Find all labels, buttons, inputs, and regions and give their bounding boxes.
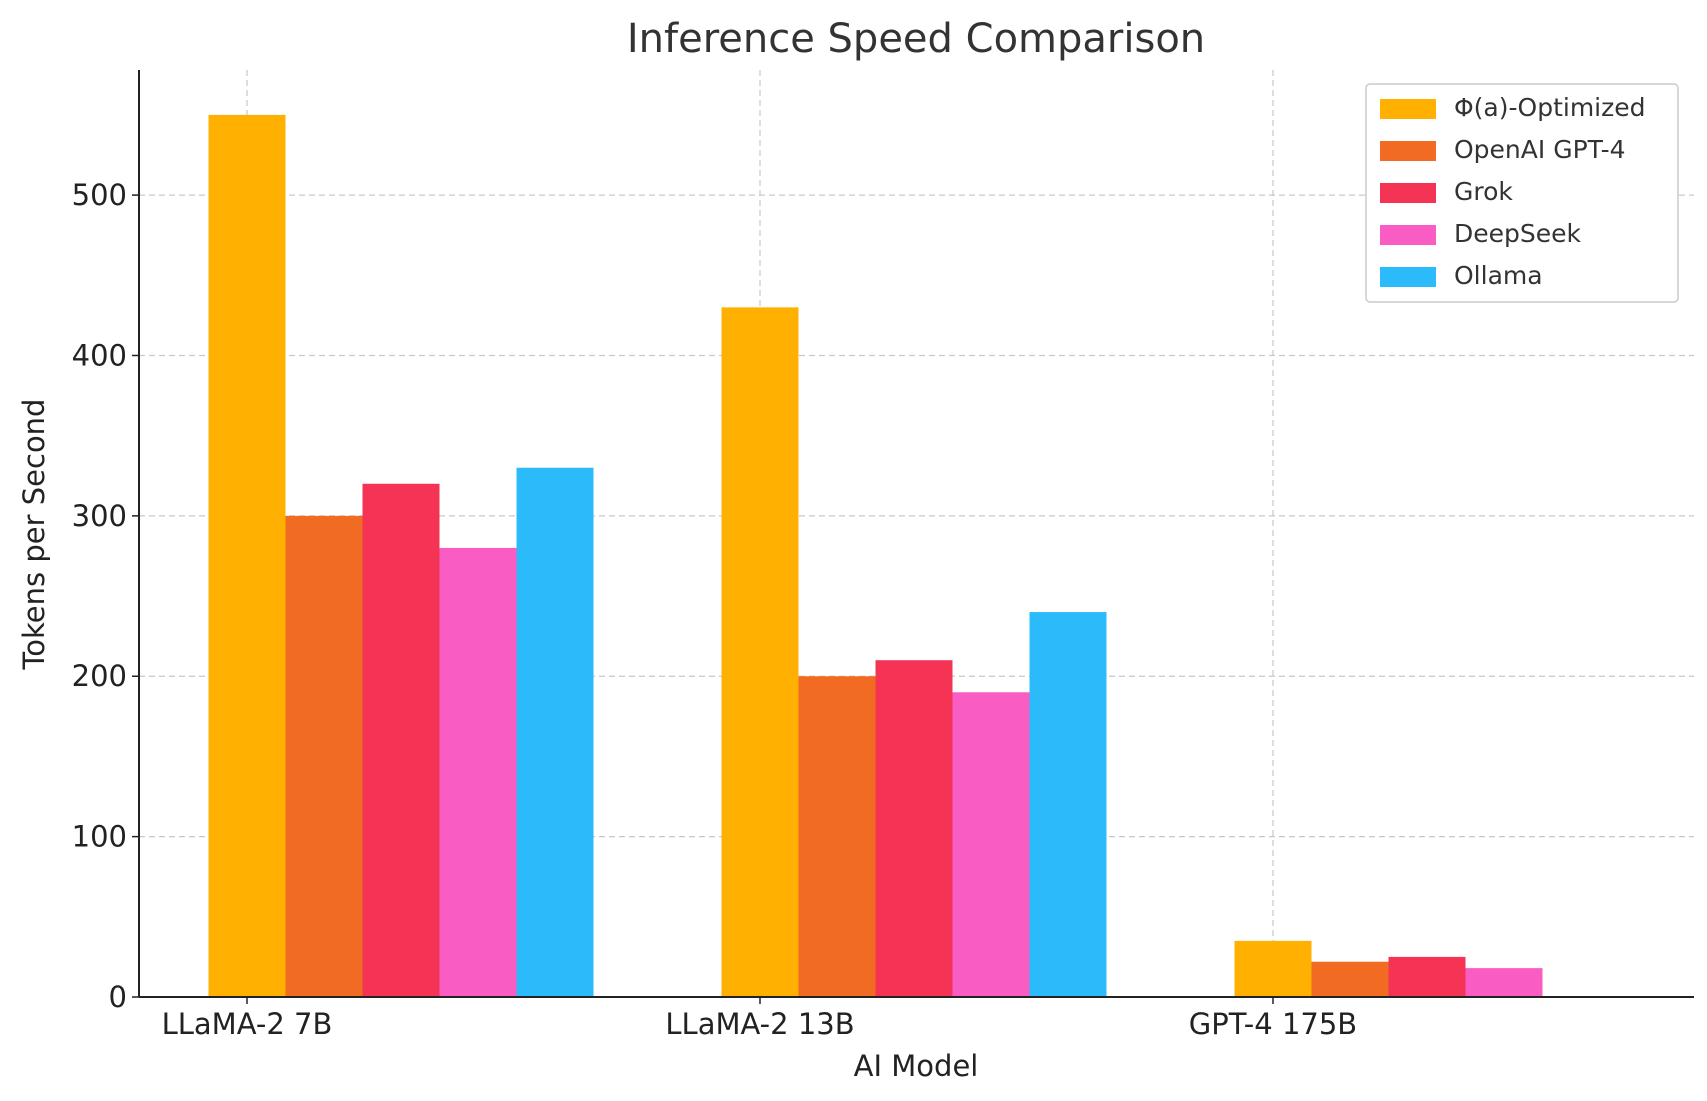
y-tick-label: 300 — [72, 499, 127, 533]
bar — [875, 660, 953, 997]
legend-items: Φ(a)-Optimized OpenAI GPT-4 Grok DeepSeek Ol… — [1380, 93, 1646, 290]
x-tick-label: LLaMA-2 7B — [162, 1007, 333, 1041]
bars — [208, 114, 1543, 998]
legend-swatch — [1380, 225, 1436, 245]
bar — [1388, 956, 1466, 997]
x-tick-labels: LLaMA-2 7B LLaMA-2 13B GPT-4 175B — [162, 997, 1357, 1041]
y-tick-label: 400 — [72, 338, 127, 372]
legend-label: Ollama — [1454, 261, 1543, 290]
legend-swatch — [1380, 141, 1436, 161]
legend-label: Grok — [1454, 177, 1513, 206]
x-tick-label: GPT-4 175B — [1189, 1007, 1357, 1041]
chart-title: Inference Speed Comparison — [627, 16, 1205, 62]
y-tick-label: 500 — [72, 178, 127, 212]
legend-swatch — [1380, 99, 1436, 119]
y-tick-label: 200 — [72, 659, 127, 693]
bar — [1029, 612, 1107, 997]
bar — [1465, 968, 1543, 997]
legend-box — [1365, 83, 1679, 303]
y-tick-label: 100 — [72, 820, 127, 854]
bar — [721, 307, 799, 998]
bar — [1311, 961, 1389, 997]
bar — [208, 114, 286, 998]
legend-label: OpenAI GPT-4 — [1454, 135, 1626, 164]
bar — [285, 515, 363, 997]
y-tick-labels: 0 100 200 300 400 500 — [72, 178, 139, 1014]
y-axis-label: Tokens per Second — [17, 399, 51, 671]
bar — [798, 676, 876, 997]
bar — [952, 692, 1030, 997]
legend-label: DeepSeek — [1454, 219, 1582, 248]
legend-swatch — [1380, 267, 1436, 287]
legend-label: Φ(a)-Optimized — [1454, 93, 1646, 122]
x-tick-label: LLaMA-2 13B — [665, 1007, 854, 1041]
y-tick-label: 0 — [109, 980, 127, 1014]
bar — [1234, 940, 1312, 997]
legend-swatch — [1380, 183, 1436, 203]
bar — [362, 483, 440, 998]
legend: Φ(a)-Optimized OpenAI GPT-4 Grok DeepSeek Ol… — [1365, 83, 1679, 303]
axes — [138, 70, 1694, 998]
bar — [439, 547, 517, 997]
x-axis-label: AI Model — [854, 1049, 979, 1083]
bar — [516, 467, 594, 997]
